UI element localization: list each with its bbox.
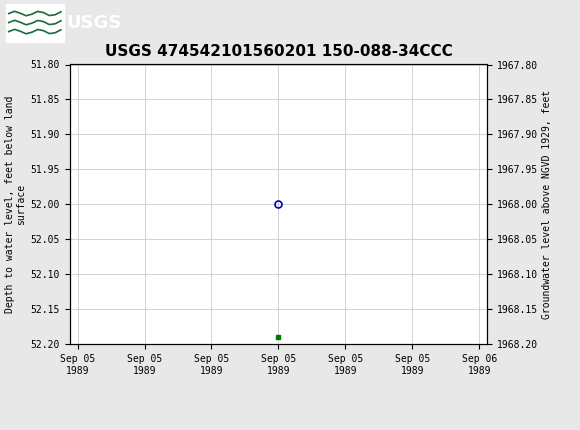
Y-axis label: Groundwater level above NGVD 1929, feet: Groundwater level above NGVD 1929, feet bbox=[542, 90, 552, 319]
Text: USGS: USGS bbox=[67, 14, 122, 31]
Y-axis label: Depth to water level, feet below land
surface: Depth to water level, feet below land su… bbox=[5, 95, 26, 313]
Bar bbox=[6, 3, 64, 42]
Title: USGS 474542101560201 150-088-34CCC: USGS 474542101560201 150-088-34CCC bbox=[104, 44, 452, 59]
